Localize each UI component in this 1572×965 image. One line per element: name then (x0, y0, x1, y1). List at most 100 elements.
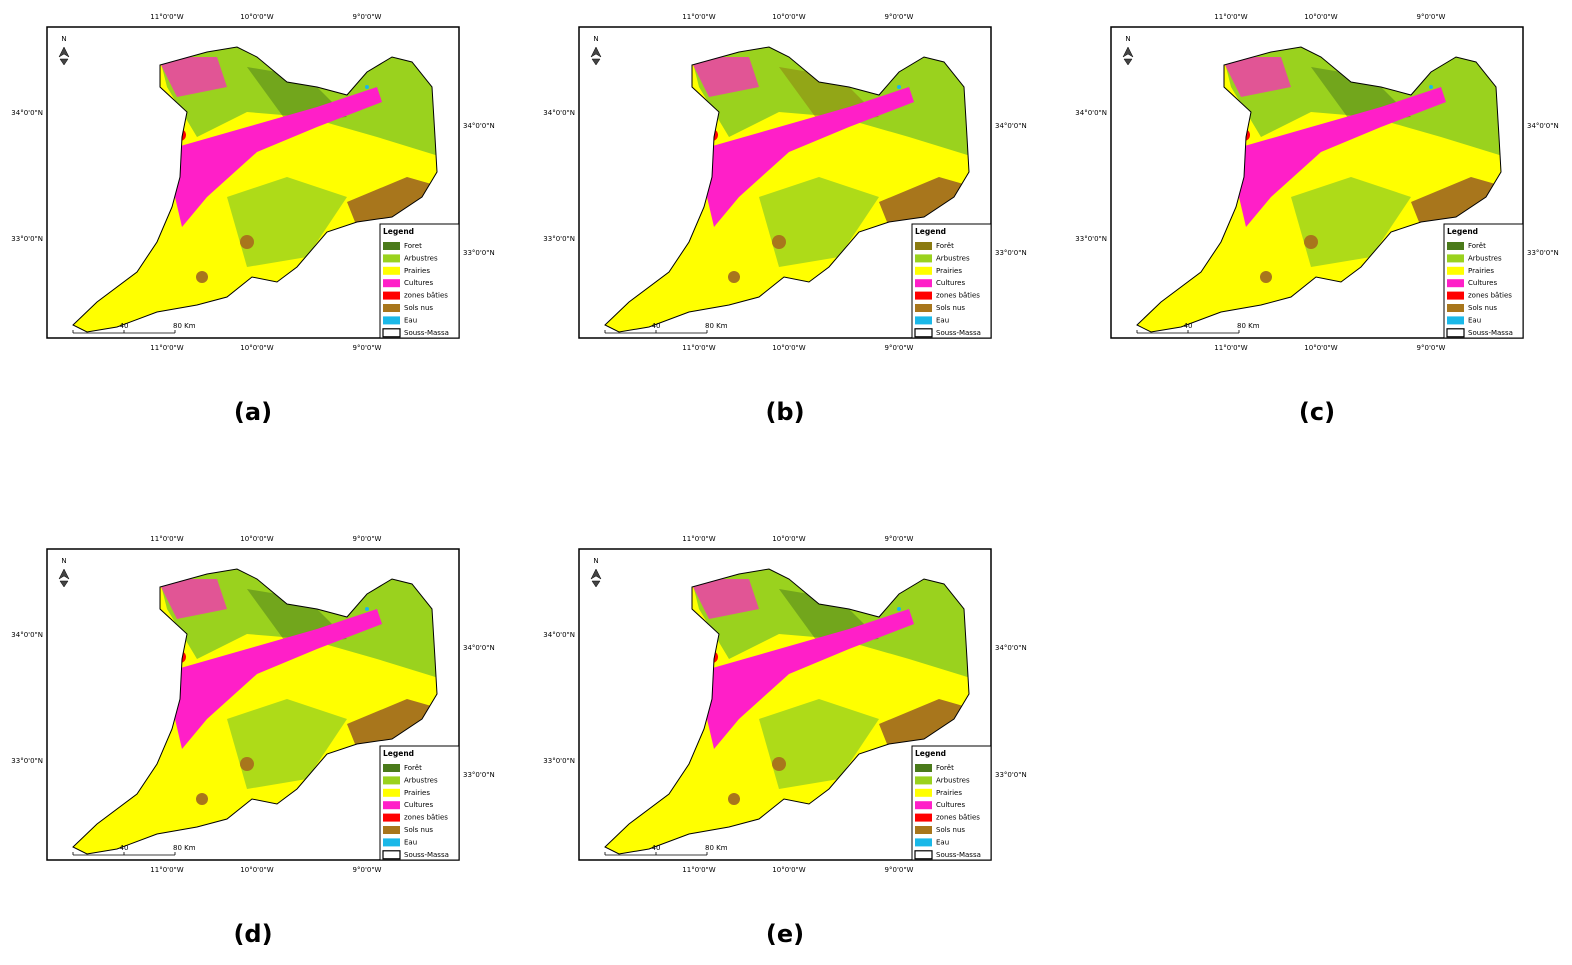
land-cultures (157, 579, 227, 619)
legend-title: Legend (383, 227, 414, 236)
land-eau (1429, 85, 1433, 89)
legend-entry: Sols nus (404, 826, 433, 834)
legend-entry: Cultures (936, 279, 965, 287)
scale-label: 80 Km (173, 322, 196, 330)
land-arbustres (759, 699, 879, 789)
legend-entry: zones bâties (404, 292, 448, 300)
land-cultures (707, 609, 914, 749)
scale-label: 80 Km (173, 844, 196, 852)
legend-entry: Sols nus (404, 304, 433, 312)
region-outline (604, 568, 970, 855)
latitude-label: 33°0'0"N (463, 249, 495, 257)
scale-label: 40 (652, 844, 661, 852)
longitude-label: 11°0'0"W (150, 13, 183, 21)
latitude-label: 34°0'0"N (543, 631, 575, 639)
legend-entry: Eau (936, 316, 949, 324)
latitude-label: 33°0'0"N (1075, 235, 1107, 243)
longitude-label: 10°0'0"W (772, 344, 805, 352)
legend-swatch (915, 266, 932, 275)
panel-label: (e) (766, 920, 804, 948)
longitude-label: 11°0'0"W (682, 866, 715, 874)
legend-entry: Prairies (404, 789, 430, 797)
legend-swatch (382, 850, 401, 860)
land-eau (365, 85, 369, 89)
legend-entry: Cultures (936, 801, 965, 809)
legend-entry: Arbustres (404, 776, 438, 784)
map-frame (1110, 26, 1524, 339)
legend-entry: Prairies (936, 267, 962, 275)
map-panel: N 11°0'0"W 10°0'0"W 9°0'0"W 11°0'0"W 10°0'0"W… (11, 535, 494, 874)
legend-entry: Arbustres (936, 776, 970, 784)
longitude-label: 11°0'0"W (682, 535, 715, 543)
land-cultures (175, 87, 382, 227)
land-cover-map (73, 47, 437, 332)
land-baties (174, 651, 186, 663)
legend-swatch (915, 304, 932, 312)
latitude-label: 34°0'0"N (463, 122, 495, 130)
land-arbustres (759, 177, 879, 267)
legend-swatch (1446, 328, 1465, 338)
legend-entry: Forêt (1468, 242, 1486, 250)
land-baties (706, 129, 718, 141)
land-sols-nus (1260, 271, 1272, 283)
longitude-label: 10°0'0"W (1304, 13, 1337, 21)
longitude-label: 9°0'0"W (353, 13, 382, 21)
legend-swatch (1447, 291, 1464, 300)
legend-swatch (915, 764, 932, 772)
latitude-label: 34°0'0"N (543, 109, 575, 117)
land-sols-nus (196, 793, 208, 805)
legend-entry: zones bâties (936, 292, 980, 300)
legend-entry: Prairies (936, 789, 962, 797)
legend-title: Legend (915, 227, 946, 236)
legend-swatch (383, 801, 400, 810)
legend-swatch (383, 304, 400, 312)
map-panel: N 11°0'0"W 10°0'0"W 9°0'0"W 11°0'0"W 10°0'0"W… (1075, 13, 1558, 352)
map-frame (578, 26, 992, 339)
legend-entry: Eau (404, 838, 417, 846)
latitude-label: 34°0'0"N (995, 122, 1027, 130)
legend-swatch (914, 328, 933, 338)
legend-swatch (915, 291, 932, 300)
land-cultures (707, 87, 914, 227)
legend-swatch (383, 813, 400, 822)
north-label: N (593, 35, 598, 43)
longitude-label: 10°0'0"W (772, 13, 805, 21)
legend-entry: zones bâties (404, 814, 448, 822)
longitude-label: 10°0'0"W (1304, 344, 1337, 352)
legend-swatch (383, 316, 400, 325)
longitude-label: 11°0'0"W (682, 344, 715, 352)
north-label: N (61, 557, 66, 565)
longitude-label: 11°0'0"W (1214, 344, 1247, 352)
latitude-label: 33°0'0"N (995, 771, 1027, 779)
legend-entry: Forêt (404, 764, 422, 772)
map-panel: N 11°0'0"W 10°0'0"W 9°0'0"W 11°0'0"W 10°0'0"W… (11, 13, 494, 352)
legend-entry: Souss-Massa (1468, 329, 1513, 337)
latitude-label: 34°0'0"N (463, 644, 495, 652)
land-sols-nus (196, 271, 208, 283)
longitude-label: 9°0'0"W (885, 866, 914, 874)
legend-swatch (915, 254, 932, 263)
legend-swatch (1447, 316, 1464, 325)
scale-label: 40 (1184, 322, 1193, 330)
legend-swatch (915, 279, 932, 288)
north-label: N (593, 557, 598, 565)
land-cultures (157, 57, 227, 97)
legend-swatch (383, 776, 400, 785)
legend-entry: zones bâties (936, 814, 980, 822)
region-outline (72, 46, 438, 333)
land-arbustres (227, 699, 347, 789)
legend-entry: Forêt (936, 764, 954, 772)
longitude-label: 10°0'0"W (772, 535, 805, 543)
legend-swatch (383, 279, 400, 288)
latitude-label: 33°0'0"N (543, 757, 575, 765)
legend-title: Legend (383, 749, 414, 758)
scale-label: 80 Km (1237, 322, 1260, 330)
panel-label: (a) (234, 398, 272, 426)
longitude-label: 9°0'0"W (885, 344, 914, 352)
latitude-label: 33°0'0"N (11, 235, 43, 243)
land-cultures (175, 609, 382, 749)
legend-swatch (1447, 254, 1464, 263)
panel-label: (d) (233, 920, 272, 948)
map-panel: N 11°0'0"W 10°0'0"W 9°0'0"W 11°0'0"W 10°0'0"W… (543, 13, 1026, 352)
land-arbustres (1291, 177, 1411, 267)
